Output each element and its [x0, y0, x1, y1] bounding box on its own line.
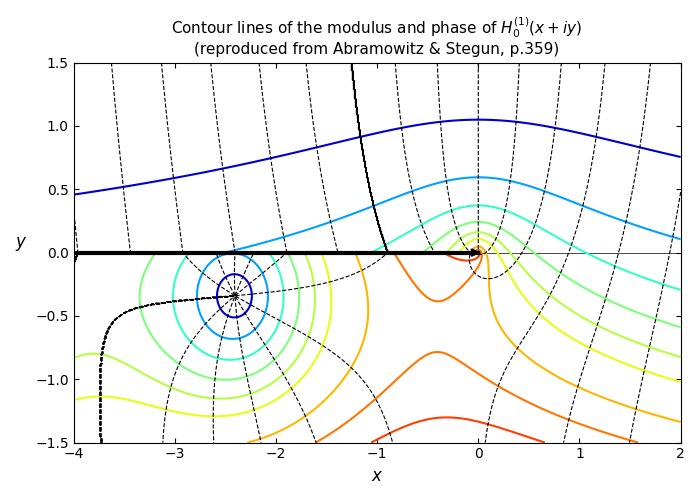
Title: Contour lines of the modulus and phase of $H_0^{(1)}(x + iy)$
(reproduced from A: Contour lines of the modulus and phase o…	[172, 15, 583, 57]
X-axis label: $x$: $x$	[371, 467, 384, 485]
Y-axis label: $y$: $y$	[15, 234, 27, 252]
